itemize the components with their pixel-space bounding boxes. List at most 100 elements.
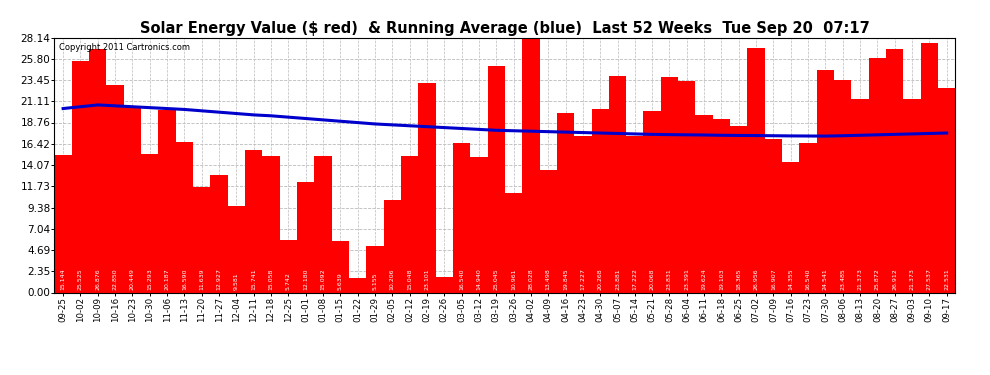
Bar <box>228 206 246 292</box>
Bar <box>141 154 158 292</box>
Bar <box>730 126 747 292</box>
Text: 19.103: 19.103 <box>719 268 724 290</box>
Text: 26.876: 26.876 <box>95 268 100 290</box>
Text: 14.355: 14.355 <box>788 268 793 290</box>
Text: 18.365: 18.365 <box>737 268 742 290</box>
Text: 24.541: 24.541 <box>823 268 828 290</box>
Bar <box>176 142 193 292</box>
Text: 9.581: 9.581 <box>234 272 239 290</box>
Bar <box>644 111 661 292</box>
Text: 22.531: 22.531 <box>944 268 949 290</box>
Bar <box>921 43 939 292</box>
Bar <box>574 136 592 292</box>
Bar <box>384 200 401 292</box>
Bar <box>505 193 523 292</box>
Bar <box>418 83 436 292</box>
Bar <box>851 99 869 292</box>
Bar <box>246 150 262 292</box>
Bar <box>540 170 556 292</box>
Text: 26.956: 26.956 <box>753 268 758 290</box>
Text: 16.540: 16.540 <box>806 268 811 290</box>
Text: 20.068: 20.068 <box>649 268 654 290</box>
Bar <box>713 119 731 292</box>
Text: 5.155: 5.155 <box>372 272 377 290</box>
Bar <box>626 136 644 292</box>
Text: 16.907: 16.907 <box>771 268 776 290</box>
Bar <box>315 156 332 292</box>
Text: 15.048: 15.048 <box>407 268 412 290</box>
Text: 10.961: 10.961 <box>511 268 516 290</box>
Text: 14.940: 14.940 <box>476 268 481 290</box>
Text: 12.927: 12.927 <box>217 268 222 290</box>
Bar <box>764 139 782 292</box>
Text: 23.881: 23.881 <box>615 268 620 290</box>
Bar <box>487 66 505 292</box>
Text: 15.144: 15.144 <box>60 268 65 290</box>
Bar <box>262 156 279 292</box>
Bar <box>72 61 89 292</box>
Bar <box>834 80 851 292</box>
Bar <box>938 88 955 292</box>
Bar <box>124 107 141 292</box>
Bar <box>453 142 470 292</box>
Bar <box>661 76 678 292</box>
Text: 17.227: 17.227 <box>580 268 585 290</box>
Bar <box>609 76 626 292</box>
Text: 12.180: 12.180 <box>303 268 308 290</box>
Text: 22.850: 22.850 <box>113 268 118 290</box>
Text: 5.742: 5.742 <box>286 272 291 290</box>
Title: Solar Energy Value ($ red)  & Running Average (blue)  Last 52 Weeks  Tue Sep 20 : Solar Energy Value ($ red) & Running Ave… <box>140 21 870 36</box>
Text: 26.912: 26.912 <box>892 268 897 290</box>
Text: 16.590: 16.590 <box>182 268 187 290</box>
Text: 15.293: 15.293 <box>148 268 152 290</box>
Text: 23.831: 23.831 <box>667 268 672 290</box>
Text: 23.391: 23.391 <box>684 268 689 290</box>
Text: 21.373: 21.373 <box>910 268 915 290</box>
Text: 5.639: 5.639 <box>338 272 343 290</box>
Bar <box>695 115 713 292</box>
Text: 25.872: 25.872 <box>875 268 880 290</box>
Text: 13.498: 13.498 <box>545 268 550 290</box>
Text: 16.540: 16.540 <box>459 268 464 290</box>
Text: 15.092: 15.092 <box>321 268 326 290</box>
Bar <box>280 240 297 292</box>
Bar <box>782 162 800 292</box>
Text: 19.624: 19.624 <box>702 268 707 290</box>
Text: 21.373: 21.373 <box>857 268 862 290</box>
Text: 23.101: 23.101 <box>425 268 430 290</box>
Text: Copyright 2011 Cartronics.com: Copyright 2011 Cartronics.com <box>59 43 190 52</box>
Text: 25.525: 25.525 <box>78 268 83 290</box>
Bar <box>470 157 487 292</box>
Bar <box>592 109 609 292</box>
Text: 20.268: 20.268 <box>598 268 603 290</box>
Bar <box>800 142 817 292</box>
Text: 10.206: 10.206 <box>390 268 395 290</box>
Text: 23.485: 23.485 <box>841 268 845 290</box>
Text: 11.639: 11.639 <box>199 268 204 290</box>
Bar <box>332 242 348 292</box>
Text: 20.187: 20.187 <box>164 268 169 290</box>
Bar <box>366 246 384 292</box>
Bar <box>349 278 366 292</box>
Bar <box>193 187 210 292</box>
Bar <box>107 86 124 292</box>
Bar <box>903 99 921 292</box>
Bar <box>556 112 574 292</box>
Text: 15.741: 15.741 <box>251 268 256 290</box>
Bar <box>54 155 72 292</box>
Bar <box>747 48 764 292</box>
Text: 28.028: 28.028 <box>529 268 534 290</box>
Bar <box>869 58 886 292</box>
Bar <box>401 156 418 292</box>
Bar <box>817 70 834 292</box>
Bar <box>158 110 176 292</box>
Text: 20.449: 20.449 <box>130 268 135 290</box>
Bar <box>89 49 107 292</box>
Bar <box>436 277 453 292</box>
Bar <box>678 81 695 292</box>
Bar <box>297 182 315 292</box>
Text: 17.222: 17.222 <box>633 268 638 290</box>
Bar <box>210 176 228 292</box>
Text: 15.058: 15.058 <box>268 268 273 290</box>
Bar <box>886 49 903 292</box>
